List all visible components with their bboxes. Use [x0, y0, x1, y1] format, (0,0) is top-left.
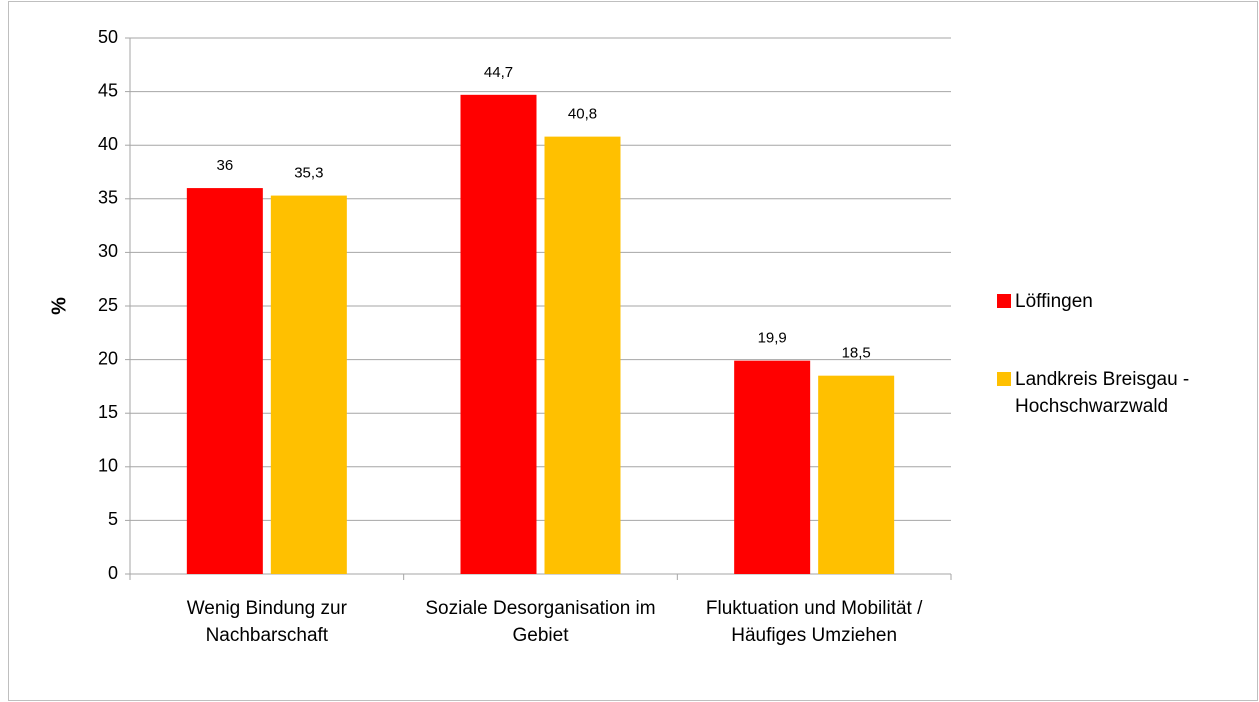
- x-tick-label: Wenig Bindung zur Nachbarschaft: [186, 598, 347, 646]
- data-label: 35,3: [294, 165, 323, 182]
- y-tick-label: 20: [98, 348, 118, 368]
- legend-swatch: [997, 372, 1011, 386]
- y-tick-label: 45: [98, 80, 118, 100]
- y-tick-label: 5: [108, 509, 118, 529]
- bar: [818, 375, 895, 574]
- legend-label: Landkreis Breisgau - Hochschwarzwald: [1015, 369, 1190, 417]
- legend-label: Löffingen: [1015, 291, 1093, 312]
- y-tick-label: 30: [98, 241, 118, 261]
- data-label: 19,9: [758, 330, 787, 347]
- y-tick-label: 35: [98, 188, 118, 208]
- bar: [460, 94, 537, 574]
- y-tick-label: 40: [98, 134, 118, 154]
- y-axis-label: %: [48, 297, 70, 315]
- bar: [270, 195, 347, 575]
- data-label: 44,7: [484, 64, 513, 81]
- bar: [186, 188, 263, 574]
- bar: [734, 360, 811, 574]
- data-label: 36: [216, 157, 233, 174]
- y-tick-label: 0: [108, 563, 118, 583]
- x-tick-label: Soziale Desorganisation im Gebiet: [425, 598, 656, 646]
- data-label: 18,5: [842, 345, 871, 362]
- y-tick-label: 50: [98, 27, 118, 47]
- x-tick-label: Fluktuation und Mobilität / Häufiges Umz…: [705, 598, 923, 646]
- bar: [544, 136, 621, 574]
- y-tick-label: 10: [98, 456, 118, 476]
- data-label: 40,8: [568, 106, 597, 123]
- y-tick-label: 15: [98, 402, 118, 422]
- legend-swatch: [997, 294, 1011, 308]
- y-tick-label: 25: [98, 295, 118, 315]
